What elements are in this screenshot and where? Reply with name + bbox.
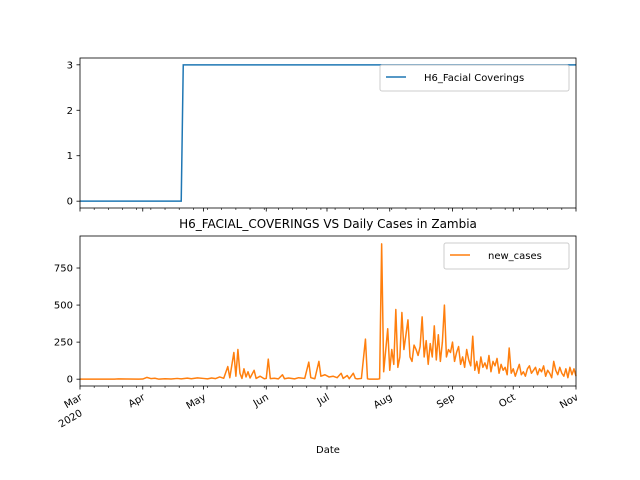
bottom-legend-label: new_cases xyxy=(488,251,542,262)
bottom-legend: new_cases xyxy=(443,242,570,270)
top-series-lines xyxy=(80,64,576,202)
top-y-ticks: 0 1 2 3 xyxy=(67,60,80,208)
top-x-ticks xyxy=(79,208,577,212)
top-y-tick-label: 3 xyxy=(67,60,73,71)
top-subplot: 0 1 2 3 H6_Facial Coverings xyxy=(67,57,577,212)
top-y-tick-label: 1 xyxy=(67,151,73,162)
chart-title: H6_FACIAL_COVERINGS VS Daily Cases in Za… xyxy=(179,217,477,231)
top-y-tick-label: 2 xyxy=(67,106,73,117)
bottom-y-tick-label: 750 xyxy=(54,264,73,275)
top-axes-frame xyxy=(79,57,577,209)
bottom-series-lines xyxy=(80,243,577,380)
bottom-y-ticks: 0 250 500 750 xyxy=(54,264,80,386)
series-line-h6-facial-coverings xyxy=(80,64,576,202)
bottom-y-tick-label: 0 xyxy=(67,375,73,386)
x-axis-title: Date xyxy=(316,445,340,456)
top-legend-label: H6_Facial Coverings xyxy=(424,73,524,84)
bottom-axes-frame xyxy=(79,235,577,387)
top-legend: H6_Facial Coverings xyxy=(379,64,570,92)
bottom-legend-box xyxy=(443,242,570,270)
top-legend-box xyxy=(379,64,570,92)
top-y-tick-label: 0 xyxy=(67,197,73,208)
bottom-y-tick-label: 250 xyxy=(54,338,73,349)
series-line-new-cases xyxy=(80,243,577,380)
bottom-y-tick-label: 500 xyxy=(54,301,73,312)
